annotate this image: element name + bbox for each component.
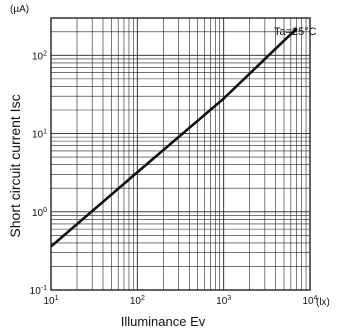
- temperature-annotation: Ta=25°C: [274, 26, 317, 38]
- data-marks: [50, 27, 298, 248]
- grid-lines: [50, 17, 310, 291]
- x-tick-label: 104: [302, 295, 317, 307]
- x-tick-labels: 101 102 103 104: [43, 295, 317, 307]
- y-tick-label: 101: [32, 129, 47, 141]
- y-tick-label: 100: [32, 207, 47, 219]
- y-tick-label: 102: [32, 50, 47, 62]
- y-unit-label: (µA): [10, 4, 29, 15]
- x-unit-label: (lx): [316, 297, 330, 308]
- isc-series-line: [50, 27, 298, 248]
- x-tick-label: 103: [216, 295, 231, 307]
- x-tick-label: 101: [43, 295, 58, 307]
- x-tick-label: 102: [130, 295, 145, 307]
- y-axis-label: Short circuit current Isc: [7, 94, 23, 237]
- x-axis-label: Illuminance Ev: [121, 314, 206, 329]
- y-tick-labels: 10-1 100 101 102: [30, 50, 47, 297]
- y-tick-label: 10-1: [30, 285, 47, 297]
- plot-frame: [50, 17, 311, 291]
